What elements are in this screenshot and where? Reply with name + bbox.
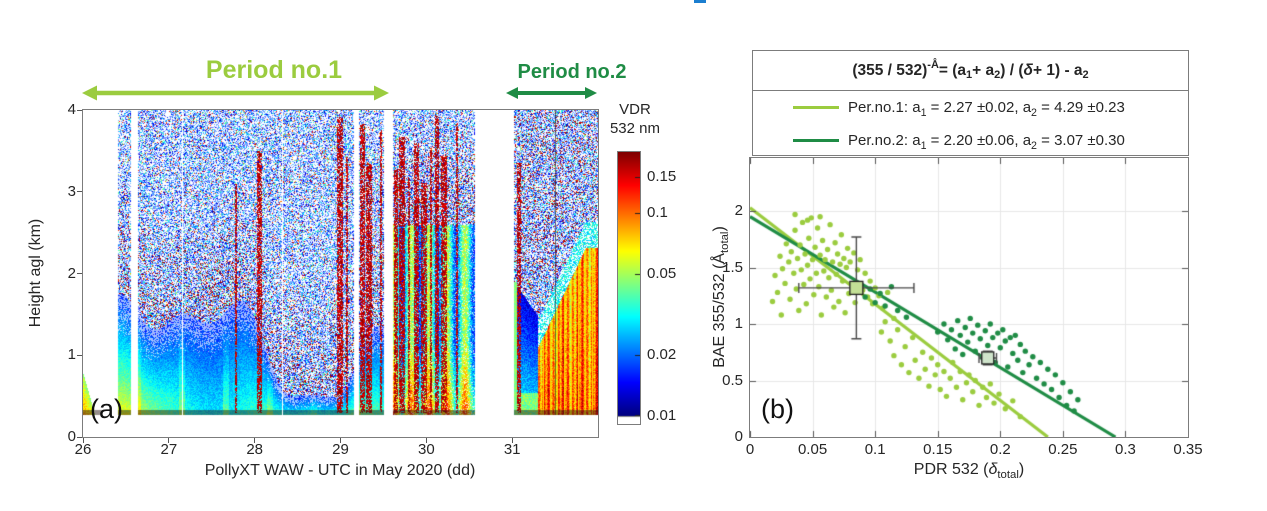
colorbar-tick: 0.02: [647, 345, 677, 363]
panel-a-y-tick: 3: [67, 182, 76, 200]
legend-line-swatch: [793, 138, 839, 143]
period1-label: Period no.1: [205, 56, 343, 84]
legend-entry-label: Per.no.2: a1 = 2.20 ±0.06, a2 = 3.07 ±0.…: [848, 132, 1125, 153]
panel-a-y-axis-label: Height agl (km): [27, 218, 44, 328]
equation-text: -Å: [927, 59, 939, 71]
legend-line-swatch: [793, 105, 839, 110]
panel-b-y-tick: 1.5: [722, 258, 743, 276]
panel-a-x-tick: 31: [503, 441, 521, 458]
legend-entry-text: 2: [1031, 140, 1037, 153]
panel-b-y-tick: 2: [734, 202, 743, 220]
panel-b-y-tick: 0: [734, 428, 743, 445]
legend-entry-text: Per.no.2: a: [848, 132, 921, 149]
panel-b-x-tick: 0: [745, 441, 755, 458]
equation-text: + a: [972, 61, 995, 79]
legend-entry-text: = 2.27 ±0.02, a: [926, 99, 1032, 116]
top-blue-mark: [694, 0, 706, 3]
panel-b-x-axis-label-text: PDR 532 (: [913, 461, 989, 478]
panel-b-y-tick: 0.5: [722, 371, 743, 389]
panel-a-x-tickmark: [82, 438, 84, 443]
legend-entry-text: 2: [1031, 107, 1037, 120]
panel-a-x-tick: 29: [332, 441, 349, 458]
panel-a-y-tickmark: [77, 109, 82, 111]
legend-row: Per.no.2: a1 = 2.20 ±0.06, a2 = 3.07 ±0.…: [753, 124, 1188, 157]
panel-b-y-tick: 1: [734, 315, 743, 333]
legend-entry-text: 1: [920, 107, 927, 120]
panel-b-x-tick: 0.25: [1048, 441, 1078, 458]
panel-a-y-tick: 4: [67, 101, 76, 118]
legend-entry-text: = 2.20 ±0.06, a: [926, 132, 1032, 149]
colorbar-frame: [617, 151, 641, 425]
panel-b-x-tick: 0.15: [923, 441, 953, 458]
panel-a-plot-frame: [82, 109, 599, 438]
colorbar-title-line1: VDR: [619, 101, 651, 118]
panel-a-letter: (a): [90, 394, 123, 424]
panel-b-scatter-canvas: [750, 158, 1188, 437]
panel-a-x-tick: 28: [246, 441, 263, 458]
panel-a-y-tick: 0: [67, 428, 76, 445]
panel-a-x-tick: 26: [74, 441, 92, 458]
panel-a-x-tick: 30: [417, 441, 435, 458]
equation-text: = (a: [938, 61, 967, 79]
panel-a-x-tickmark: [425, 438, 427, 443]
panel-a-y-tickmark: [77, 191, 82, 193]
panel-a-x-tickmark: [340, 438, 341, 443]
panel-a-y-tickmark: [77, 354, 82, 356]
panel-b-x-axis-label-text: δ: [988, 461, 998, 478]
panel-a-x-axis-label: PollyXT WAW - UTC in May 2020 (dd): [204, 462, 476, 479]
legend-box: Per.no.1: a1 = 2.27 ±0.02, a2 = 4.29 ±0.…: [752, 90, 1189, 156]
panel-b-plot-frame: [749, 157, 1189, 438]
panel-b-x-axis-label-text: ): [1018, 461, 1025, 478]
panel-a-y-tickmark: [77, 273, 82, 274]
colorbar-title-line2: 532 nm: [609, 120, 661, 137]
panel-b-y-axis-label-text: BAE 355/532 (Å: [711, 253, 728, 368]
equation-text: ) / (: [1000, 61, 1024, 79]
colorbar-tick: 0.01: [647, 407, 677, 424]
equation-text: 1: [966, 68, 973, 81]
panel-b-x-tick: 0.1: [864, 441, 886, 458]
panel-a-x-tickmark: [254, 438, 256, 443]
panel-b-x-tick: 0.05: [797, 441, 828, 458]
panel-b-x-axis-label-text: total: [997, 469, 1019, 482]
panel-a-y-tick: 2: [67, 264, 76, 282]
equation-text: (355 / 532): [852, 61, 928, 79]
panel-a-y-tickmark: [77, 436, 82, 438]
panel-b-letter: (b): [761, 394, 794, 424]
panel-b-x-axis-label: PDR 532 (δtotal): [913, 461, 1025, 482]
colorbar-tick: 0.05: [647, 265, 677, 283]
double-arrow-icon: [82, 85, 389, 101]
panel-b-x-tick: 0.2: [989, 441, 1011, 458]
legend-entry-text: = 3.07 ±0.30: [1036, 132, 1125, 149]
colorbar-title: VDR 532 nm: [599, 100, 671, 138]
colorbar-tick: 0.15: [647, 168, 677, 186]
panel-b-x-tick: 0.3: [1114, 441, 1136, 458]
colorbar-gradient: [618, 152, 640, 424]
panel-b-y-axis-label: BAE 355/532 (Åtotal): [711, 226, 732, 368]
panel-b-y-axis-label-text: ): [711, 226, 728, 232]
equation-text: δ: [1023, 61, 1033, 79]
panel-a-y-tick: 1: [67, 346, 76, 364]
equation-text: 2: [994, 68, 1001, 81]
panel-a-x-tickmark: [511, 438, 513, 443]
equation-text: + 1) - a: [1033, 61, 1083, 79]
legend-entry-text: Per.no.1: a: [848, 99, 921, 116]
legend-entry-text: = 4.29 ±0.23: [1036, 99, 1125, 116]
panel-b-y-axis-label-text: total: [719, 231, 732, 254]
double-arrow-icon: [506, 87, 597, 99]
legend-entry-label: Per.no.1: a1 = 2.27 ±0.02, a2 = 4.29 ±0.…: [848, 99, 1125, 120]
equation-text: 2: [1082, 68, 1089, 81]
colorbar-tick: 0.1: [647, 204, 668, 222]
legend-row: Per.no.1: a1 = 2.27 ±0.02, a2 = 4.29 ±0.…: [753, 91, 1188, 124]
panel-a-x-tick: 27: [160, 441, 178, 458]
panel-a-x-tickmark: [168, 438, 170, 443]
period2-label: Period no.2: [517, 61, 627, 83]
panel-b-x-tick: 0.35: [1173, 441, 1203, 458]
legend-entry-text: 1: [920, 140, 927, 153]
panel-a-heatmap: [83, 110, 598, 437]
